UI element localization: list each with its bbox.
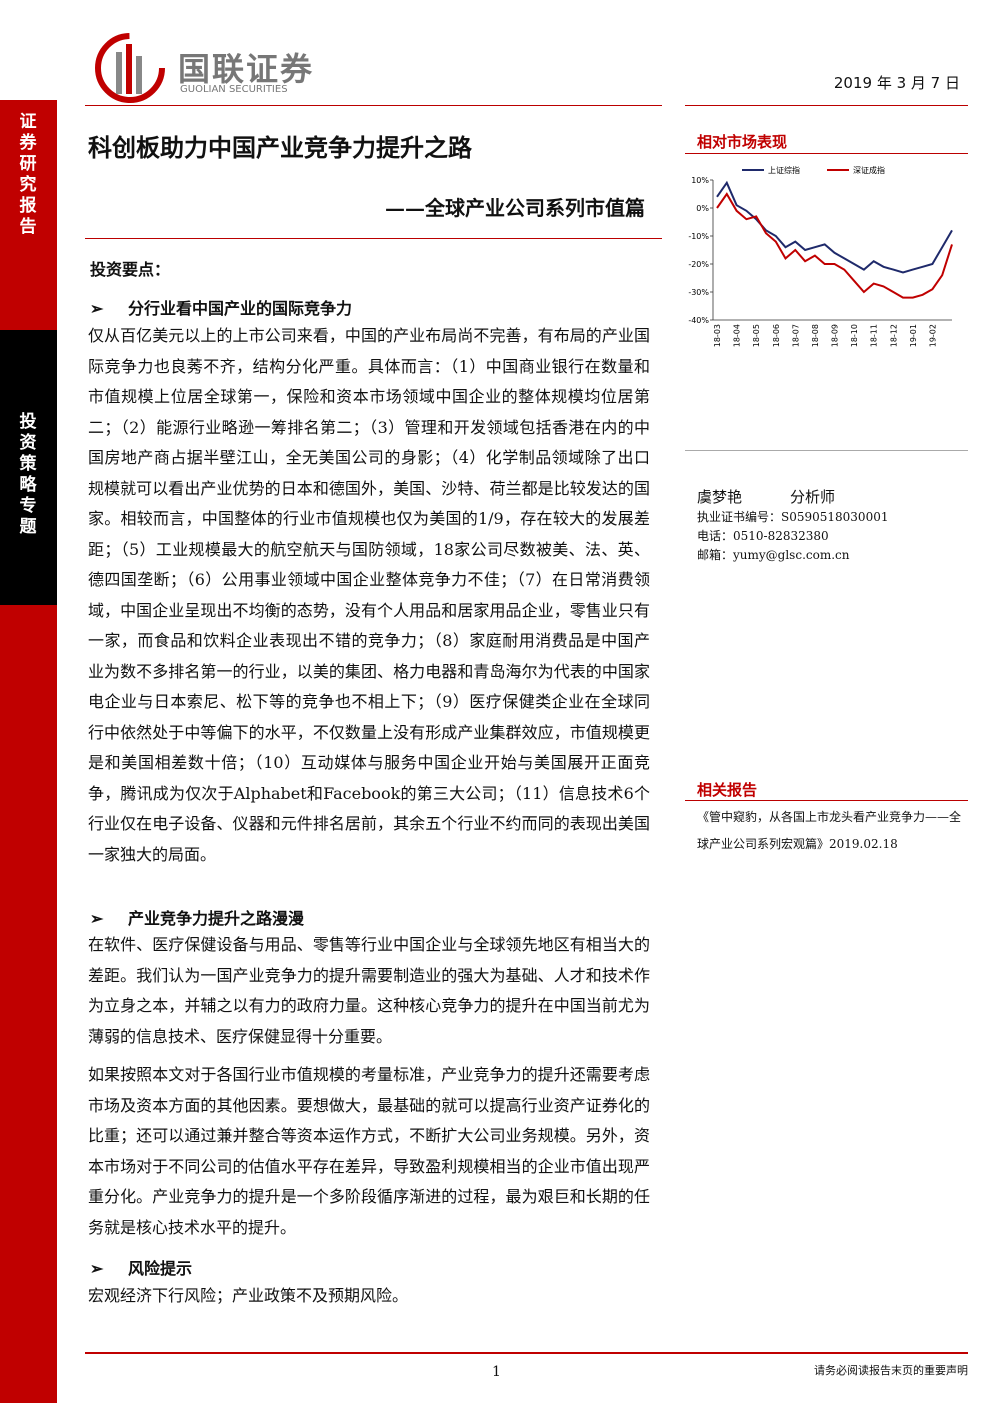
analyst-role: 分析师 bbox=[790, 488, 836, 506]
logo bbox=[95, 33, 165, 103]
y-tick-label: -40% bbox=[688, 316, 709, 325]
rule bbox=[85, 105, 662, 106]
series-line bbox=[716, 180, 953, 274]
rule bbox=[685, 450, 968, 451]
rule bbox=[685, 153, 968, 154]
footer-rule bbox=[85, 1352, 968, 1354]
analyst-certificate: 执业证书编号：S0590518030001 bbox=[697, 510, 889, 524]
title: 科创板助力中国产业竞争力提升之路 bbox=[88, 133, 472, 162]
disclaimer: 请务必阅读报告末页的重要声明 bbox=[814, 1364, 968, 1377]
page-number: 1 bbox=[492, 1364, 501, 1380]
y-tick-label: -10% bbox=[688, 232, 709, 241]
y-tick-label: -20% bbox=[688, 260, 709, 269]
x-tick-label: 18-07 bbox=[791, 324, 800, 347]
series-line bbox=[716, 192, 953, 299]
legend-label: 深证成指 bbox=[853, 165, 885, 175]
section-heading: ➢ 分行业看中国产业的国际竞争力 bbox=[90, 299, 353, 318]
subtitle: ——全球产业公司系列市值篇 bbox=[385, 196, 645, 220]
paragraph: 宏观经济下行风险；产业政策不及预期风险。 bbox=[88, 1286, 409, 1305]
heading-text: 风险提示 bbox=[128, 1259, 193, 1278]
sidebar-category: 证券研究报告 bbox=[19, 112, 37, 237]
related-heading: 相关报告 bbox=[697, 781, 758, 799]
y-tick-label: 0% bbox=[696, 204, 709, 213]
x-tick-label: 18-04 bbox=[733, 324, 742, 347]
x-tick-label: 18-09 bbox=[831, 324, 840, 347]
sidebar-type: 投资策略专题 bbox=[19, 412, 37, 537]
x-tick-label: 19-02 bbox=[928, 324, 937, 347]
heading-text: 产业竞争力提升之路漫漫 bbox=[128, 909, 305, 928]
x-tick-label: 18-11 bbox=[870, 324, 879, 347]
x-tick-label: 18-08 bbox=[811, 324, 820, 347]
x-tick-label: 18-03 bbox=[713, 324, 722, 347]
company-name: 国联证券 bbox=[178, 50, 315, 88]
related-item: 《管中窥豹，从各国上市龙头看产业竞争力——全球产业公司系列宏观篇》2019.02… bbox=[697, 810, 962, 851]
chart: 10% 0% -10% -20% -30% -40% 18-03 18-04 18-05 18-0… bbox=[688, 165, 953, 347]
company-en: GUOLIAN SECURITIES bbox=[180, 84, 288, 95]
section-heading: ➢ 风险提示 bbox=[90, 1259, 193, 1278]
legend-label: 上证综指 bbox=[768, 165, 800, 175]
heading-text: 分行业看中国产业的国际竞争力 bbox=[128, 299, 353, 318]
rule bbox=[85, 238, 662, 239]
paragraph: 仅从百亿美元以上的上市公司来看，中国的产业布局尚不完善，有布局的产业国际竞争力也… bbox=[88, 326, 650, 864]
paragraph: 如果按照本文对于各国行业市值规模的考量标准，产业竞争力的提升还需要考虑市场及资本… bbox=[88, 1065, 650, 1237]
report-date: 2019 年 3 月 7 日 bbox=[833, 74, 960, 92]
analyst-email: 邮箱：yumy@glsc.com.cn bbox=[697, 548, 850, 562]
key-points-heading: 投资要点： bbox=[90, 260, 171, 279]
x-tick-label: 18-12 bbox=[889, 324, 898, 347]
paragraph: 在软件、医疗保健设备与用品、零售等行业中国企业与全球领先地区有相当大的差距。我们… bbox=[88, 935, 650, 1046]
rule bbox=[685, 800, 968, 801]
y-tick-label: -30% bbox=[688, 288, 709, 297]
sidebar-dark bbox=[0, 330, 57, 605]
y-tick-label: 10% bbox=[691, 176, 709, 185]
x-tick-label: 19-01 bbox=[909, 324, 918, 347]
x-tick-label: 18-05 bbox=[752, 324, 761, 347]
rule bbox=[685, 105, 968, 106]
sidebar-strip bbox=[0, 100, 57, 1403]
section-heading: ➢ 产业竞争力提升之路漫漫 bbox=[90, 909, 305, 928]
analyst-name: 虞梦艳 bbox=[697, 488, 743, 506]
chart-title: 相对市场表现 bbox=[697, 133, 788, 151]
analyst-phone: 电话：0510-82832380 bbox=[697, 529, 829, 543]
x-tick-label: 18-06 bbox=[772, 324, 781, 347]
x-tick-label: 18-10 bbox=[850, 324, 859, 347]
